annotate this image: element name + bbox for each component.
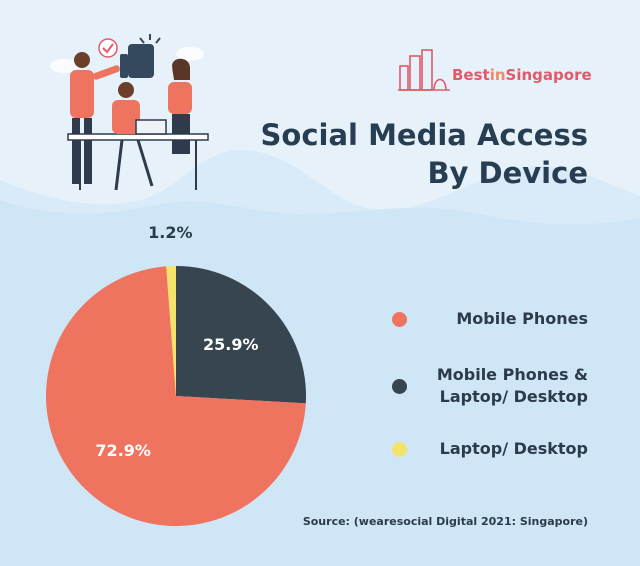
pie-label-mobile-phones: 72.9%: [95, 441, 151, 460]
person-sitting-icon: [112, 82, 167, 191]
thumbs-up-icon: [120, 34, 161, 78]
logo-part-best: Best: [452, 66, 490, 84]
pie-slice-mobile-and-laptop: [176, 266, 306, 404]
legend-item-mobile-and-laptop: Mobile Phones & Laptop/ Desktop: [392, 364, 588, 408]
legend-item-mobile-phones: Mobile Phones: [392, 308, 588, 330]
person-standing-icon: [70, 52, 120, 184]
legend-item-laptop-desktop: Laptop/ Desktop: [392, 438, 588, 460]
skyline-icon: [398, 49, 450, 91]
legend-dot-icon: [392, 441, 407, 457]
legend-label: Mobile Phones: [456, 308, 588, 330]
legend-label: Laptop/ Desktop: [440, 438, 588, 460]
pie-slice-laptop-desktop: [166, 266, 176, 396]
title-line-1: Social Media Access: [260, 118, 588, 152]
pie-slice-mobile-phones: [45, 266, 306, 527]
logo-part-in: in: [489, 66, 506, 84]
legend-label-line: Laptop/ Desktop: [439, 387, 588, 406]
logo-part-singapore: Singapore: [505, 66, 592, 84]
page-title: Social Media Access By Device: [261, 116, 588, 192]
legend-label-line: Mobile Phones: [456, 309, 588, 328]
team-illustration: [50, 34, 209, 191]
title-line-2: By Device: [427, 156, 588, 190]
cloud-icon: [50, 47, 204, 73]
source-note: Source: (wearesocial Digital 2021: Singa…: [302, 515, 588, 528]
pie-label-laptop-desktop: 1.2%: [148, 223, 192, 242]
logo-mark: [398, 49, 450, 91]
pie-label-mobile-and-laptop: 25.9%: [203, 335, 259, 354]
legend-label-line: Laptop/ Desktop: [439, 439, 588, 458]
legend-dot-icon: [392, 378, 407, 394]
legend-dot-icon: [392, 311, 407, 327]
legend-label-line: Mobile Phones &: [436, 365, 588, 384]
logo-text: BestinSingapore: [452, 66, 592, 84]
check-icon: [98, 38, 118, 58]
legend-label: Mobile Phones & Laptop/ Desktop: [437, 364, 588, 408]
